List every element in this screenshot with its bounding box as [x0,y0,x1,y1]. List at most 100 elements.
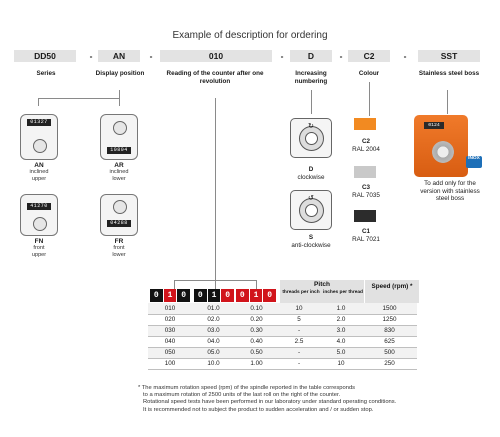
display-fr: FR front lower [112,238,126,258]
display-fn: FN front upper [31,238,47,258]
anticlockwise-counter-image: ↺ [290,190,332,230]
speed-header: Speed (rpm) * [365,280,419,303]
label-display: Display position [95,70,145,77]
table-cell: 04.0 [192,336,235,348]
counter-image-an: 01327 [20,114,58,160]
spindle-hole [33,139,47,153]
counter-window: 10804 [107,147,131,154]
table-cell: 1.0 [320,303,362,315]
colour-c3: C3 RAL 7035 [352,184,380,199]
table-row: 030 03.0 0.30-3.0 830 [148,325,417,337]
table-cell: - [278,358,320,370]
spindle-hole [305,132,318,145]
table-cell: 10.0 [192,358,235,370]
table-cell: 05.0 [192,347,235,359]
table-cell: 01.0 [192,303,235,315]
table-row: 020 02.0 0.20 5 2.0 1250 [148,314,417,326]
table-cell: 0.30 [235,325,278,337]
table-cell: 0.10 [235,303,278,315]
counter-reading-010: 0 1 0 [150,289,191,302]
counter-window: 04288 [107,220,131,227]
table-cell: 2.0 [320,314,362,326]
code-display: AN [98,50,140,62]
connector-line [447,90,448,114]
label-boss: Stainless steel boss [418,70,480,77]
colour-swatch-grey [354,166,376,178]
sst-note: To add only for the version with stainle… [420,180,480,202]
table-cell: 02.0 [192,314,235,326]
table-cell: 030 [148,325,192,337]
table-row: 040 04.0 0.40 2.5 4.0 625 [148,336,417,348]
spindle-hole [33,217,47,231]
colour-c2: C2 RAL 2004 [352,138,380,153]
table-cell: 1250 [362,314,417,326]
footnote: * The maximum rotation speed (rpm) of th… [138,385,397,413]
table-cell: 5 [278,314,320,326]
connector-line [256,280,257,289]
counter-window: 01327 [27,119,51,126]
code-dash: - [280,51,284,61]
connector-line [119,90,120,98]
table-cell: 0.50 [235,347,278,359]
table-cell: 020 [148,314,192,326]
table-cell: 250 [362,358,417,370]
table-cell: 500 [362,347,417,359]
code-dash: - [149,51,153,61]
counter-reading-0-10: 0 1 0 [236,289,277,302]
table-cell: 3.0 [320,325,362,337]
table-cell: 040 [148,336,192,348]
display-an: AN inclined upper [29,162,49,182]
table-cell: 4.0 [320,336,362,348]
stainless-boss [432,141,454,163]
code-colour: C2 [348,50,390,62]
connector-line [174,280,175,289]
code-boss: SST [418,50,480,62]
counter-image-fr: 04288 [100,194,138,236]
table-cell: 2.5 [278,336,320,348]
code-numbering: D [290,50,332,62]
direction-s: S anti-clockwise [291,234,331,249]
connector-line [369,82,370,116]
table-cell: 1500 [362,303,417,315]
table-cell: 0.20 [235,314,278,326]
counter-reading-01-0: 0 1 0 [194,289,235,302]
table-cell: 010 [148,303,192,315]
table-row: 050 05.0 0.50-5.0 500 [148,347,417,359]
table-row: 100 10.0 1.00-10 250 [148,358,417,370]
counter-image-fn: 41270 [20,194,58,236]
table-cell: 0.40 [235,336,278,348]
code-dash: - [339,51,343,61]
code-dash: - [403,51,407,61]
display-ar: AR inclined lower [109,162,129,182]
code-series: DD50 [14,50,76,62]
thread-header: threads per inch [280,289,322,303]
colour-c1: C1 RAL 7021 [352,228,380,243]
label-colour: Colour [358,70,380,77]
table-row: 010 01.0 0.10 10 1.0 1500 [148,303,417,315]
connector-line [38,98,39,106]
spindle-hole [113,200,127,214]
counter-image-ar: 10804 [100,114,138,160]
label-series: Series [36,70,56,77]
connector-line [38,98,120,99]
reading-table: 010 01.0 0.10 10 1.0 1500 020 02.0 0.20 5 2.0 1250 0… [148,303,417,370]
connector-line [215,280,216,289]
table-cell: 625 [362,336,417,348]
anticlockwise-arrow-icon: ↺ [308,195,314,202]
label-reading: Reading of the counter after one revolut… [166,70,264,85]
spindle-hole [305,204,318,217]
label-numbering: Increasing numbering [294,70,328,85]
inox-badge: INOX [466,156,482,168]
counter-window: 41270 [27,203,51,210]
table-cell: 10 [320,358,362,370]
code-dash: - [89,51,93,61]
connector-line [215,98,216,280]
table-cell: 5.0 [320,347,362,359]
code-reading: 010 [160,50,272,62]
pitch-header: Pitch [280,280,364,289]
table-cell: 050 [148,347,192,359]
clockwise-counter-image: ↻ [290,118,332,158]
table-cell: 100 [148,358,192,370]
spindle-hole [113,121,127,135]
table-cell: - [278,325,320,337]
